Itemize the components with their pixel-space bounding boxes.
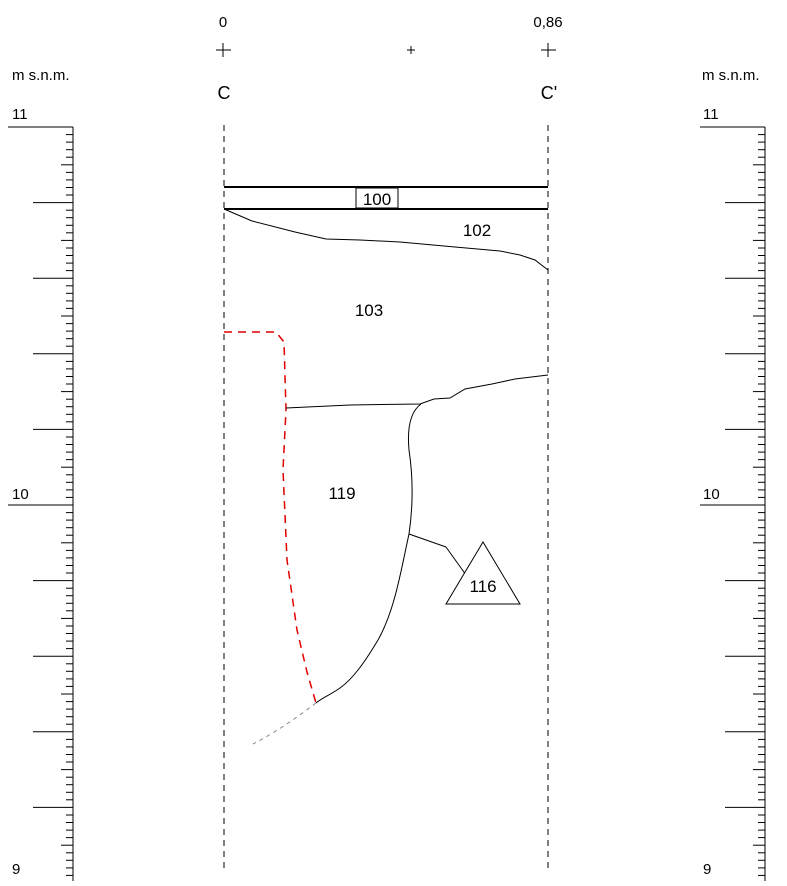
elevation-scale-right: 11 10 9 — [700, 106, 766, 881]
interface-103-119 — [285, 374, 549, 409]
elevation-scale-left: 11 10 9 — [8, 106, 74, 881]
cross-marker-middle — [407, 46, 415, 54]
unit-103-label: 103 — [355, 301, 383, 320]
section-point-c: C — [218, 83, 231, 103]
boundary-119 — [315, 403, 422, 704]
scale-right-label-10: 10 — [703, 486, 720, 503]
cross-marker-right — [541, 43, 556, 57]
unit-100-box — [355, 187, 399, 209]
section-point-c-prime: C' — [541, 83, 557, 103]
cross-marker-left — [216, 43, 231, 57]
sample-116-label: 116 — [469, 577, 496, 596]
scale-left-label-11: 11 — [12, 106, 28, 123]
extrapolated-boundary — [252, 702, 317, 745]
scale-left-label-10: 10 — [12, 486, 29, 503]
coord-left-label: 0 — [219, 14, 227, 31]
unit-100-label: 100 — [363, 190, 391, 209]
sample-116-leader — [408, 533, 447, 548]
scale-unit-label-right: m s.n.m. — [702, 67, 760, 84]
unit-119-label: 119 — [328, 484, 355, 503]
coord-right-label: 0,86 — [533, 14, 562, 31]
scale-left-label-9: 9 — [12, 861, 20, 878]
unit-102-label: 102 — [463, 221, 491, 240]
interface-102-103 — [223, 208, 549, 271]
scale-right-label-9: 9 — [703, 861, 711, 878]
unit-100-layer: 100 — [224, 186, 548, 210]
scale-unit-label-left: m s.n.m. — [12, 67, 70, 84]
cut-boundary-red — [224, 331, 317, 704]
scale-right-label-11: 11 — [703, 106, 719, 123]
sample-116-triangle — [445, 541, 521, 605]
